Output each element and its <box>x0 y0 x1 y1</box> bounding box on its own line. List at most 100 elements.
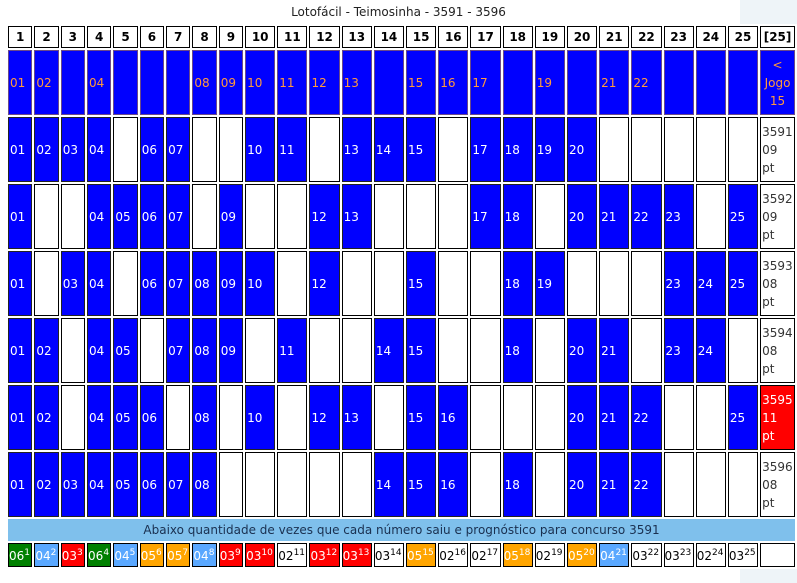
number-cell <box>695 385 726 450</box>
stat-count: 03 <box>342 548 358 563</box>
number-cell: 21 <box>599 385 630 450</box>
header-cell: 15 <box>406 26 437 48</box>
header-cell: 9 <box>218 26 244 48</box>
stat-count: 02 <box>439 548 455 563</box>
stat-cell: 039 <box>218 543 244 567</box>
number-cell: 01 <box>8 117 33 182</box>
stat-cell: 0421 <box>599 543 630 567</box>
number-cell: 17 <box>470 117 501 182</box>
header-cell: 22 <box>631 26 662 48</box>
contest-row: 01 03 04 06 07 08 09 10 12 15 18 19 23 24 25 3593 08 pt <box>8 251 795 316</box>
number-cell: 04 <box>87 385 112 450</box>
game-cell: 10 <box>245 50 276 115</box>
number-cell: 18 <box>502 117 533 182</box>
stat-cell: 0224 <box>695 543 726 567</box>
game-cell: 04 <box>87 50 112 115</box>
number-cell <box>599 117 630 182</box>
stat-number: 10 <box>261 547 273 558</box>
game-cell <box>566 50 598 115</box>
number-cell: 05 <box>113 452 138 517</box>
number-cell <box>373 184 405 249</box>
header-cell: 10 <box>245 26 276 48</box>
number-cell <box>245 184 276 249</box>
stat-number: 23 <box>679 547 692 558</box>
number-cell <box>245 452 276 517</box>
game-cell: 12 <box>309 50 340 115</box>
number-cell <box>502 385 533 450</box>
number-cell: 23 <box>663 318 694 383</box>
header-cell: 14 <box>373 26 405 48</box>
game-row: 01 02 04 08 09 10 11 12 13 15 16 17 19 21 22 < Jogo 15 <box>8 50 795 115</box>
number-cell <box>309 117 340 182</box>
stat-number: 20 <box>583 547 595 558</box>
number-cell: 08 <box>192 251 217 316</box>
number-cell: 01 <box>8 318 33 383</box>
number-cell <box>309 452 340 517</box>
stat-number: 16 <box>454 547 466 558</box>
stat-count: 03 <box>664 548 680 563</box>
stat-cell: 0211 <box>277 543 308 567</box>
stat-cell: 056 <box>139 543 165 567</box>
stat-number: 5 <box>129 547 136 558</box>
contest-row: 01 02 03 04 05 06 07 08 14 15 16 18 20 21 22 3596 08 pt <box>8 452 795 517</box>
game-cell <box>113 50 138 115</box>
number-cell: 07 <box>166 452 191 517</box>
number-cell <box>192 184 217 249</box>
stat-cell: 064 <box>87 543 112 567</box>
stat-count: 04 <box>600 548 616 563</box>
number-cell <box>277 184 308 249</box>
number-cell <box>277 385 308 450</box>
game-cell: 19 <box>534 50 565 115</box>
number-cell <box>663 385 694 450</box>
stat-cell: 0216 <box>438 543 469 567</box>
number-cell: 24 <box>695 318 726 383</box>
number-cell <box>470 251 501 316</box>
stat-cell: 0323 <box>663 543 694 567</box>
number-cell: 02 <box>34 318 59 383</box>
game-cell: 09 <box>218 50 244 115</box>
number-cell <box>113 117 138 182</box>
number-cell <box>34 184 59 249</box>
stat-cell: 0312 <box>309 543 340 567</box>
header-cell: 7 <box>166 26 191 48</box>
stat-cell: 042 <box>34 543 59 567</box>
stat-count: 05 <box>567 548 584 563</box>
stat-number: 7 <box>182 547 189 558</box>
number-cell <box>139 318 165 383</box>
game-label: < Jogo 15 <box>760 50 795 115</box>
number-cell <box>245 318 276 383</box>
number-cell: 11 <box>277 318 308 383</box>
stat-cell: 0325 <box>727 543 759 567</box>
stat-count: 02 <box>535 548 552 563</box>
stat-cell: 045 <box>113 543 138 567</box>
number-cell: 07 <box>166 184 191 249</box>
number-cell <box>534 385 565 450</box>
number-cell <box>341 452 372 517</box>
number-cell <box>695 184 726 249</box>
header-cell: 19 <box>534 26 565 48</box>
number-cell: 04 <box>87 318 112 383</box>
game-cell <box>373 50 405 115</box>
game-cell: 13 <box>341 50 372 115</box>
number-cell <box>695 117 726 182</box>
number-cell: 25 <box>727 184 759 249</box>
number-cell <box>438 117 469 182</box>
stat-number: 8 <box>208 547 215 558</box>
number-cell <box>373 251 405 316</box>
number-cell: 05 <box>113 184 138 249</box>
game-cell: 01 <box>8 50 33 115</box>
stat-cell: 0322 <box>631 543 662 567</box>
number-cell: 22 <box>631 385 662 450</box>
game-cell: 11 <box>277 50 308 115</box>
number-cell: 15 <box>406 117 437 182</box>
stat-cell: 0310 <box>245 543 276 567</box>
number-cell <box>631 251 662 316</box>
stats-row: 061 042 033 064 045 056 057 048 039 0310 0211 0312 0… <box>8 543 795 567</box>
number-cell: 06 <box>139 385 165 450</box>
stat-count: 03 <box>61 548 77 563</box>
number-cell: 23 <box>663 251 694 316</box>
stat-number: 2 <box>50 547 57 558</box>
header-row: 1 2 3 4 5 6 7 8 9 10 11 12 13 14 15 16 17 18 19 20 21 22 23 24 2… <box>8 26 795 48</box>
stat-number: 3 <box>76 547 83 558</box>
